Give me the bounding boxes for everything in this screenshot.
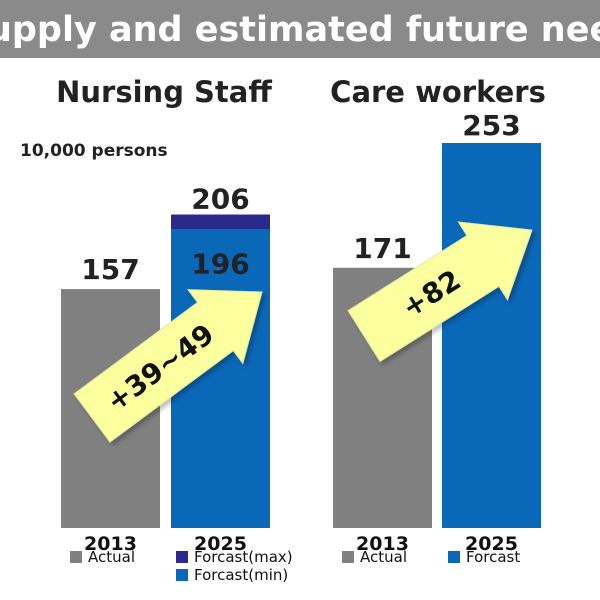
panel-title-care: Care workers (330, 75, 546, 109)
year-label-2013-p1: 2013 (356, 533, 409, 555)
legend-swatch-p1-1 (448, 551, 460, 563)
value-label-forecast-min-p0: 196 (191, 248, 249, 281)
legend-swatch-p0-1 (176, 551, 188, 563)
unit-label: 10,000 persons (20, 141, 168, 161)
chart-title: Supply and estimated future need (0, 10, 600, 50)
legend-swatch-p1-0 (342, 551, 354, 563)
legend-label-p0-1: Forcast(max) (194, 548, 293, 566)
legend-label-p0-0: Actual (88, 548, 135, 566)
value-label-forecast-p1: 253 (462, 109, 520, 142)
value-label-actual-p1: 171 (353, 232, 411, 265)
legend-label-p0-2: Forcast(min) (194, 566, 288, 584)
title-banner (0, 0, 600, 58)
value-label-actual-p0: 157 (81, 253, 139, 286)
legend-label-p1-1: Forcast (466, 548, 520, 566)
bar-forecast-max-p0 (171, 214, 270, 230)
change-arrow-care (347, 221, 533, 363)
legend-swatch-p0-2 (176, 569, 188, 581)
year-label-2013-p0: 2013 (84, 533, 137, 555)
year-label-2025-p1: 2025 (465, 533, 518, 555)
bar-forecast-p1 (442, 143, 541, 528)
change-arrow-nursing (73, 289, 263, 443)
legend-swatch-p0-0 (70, 551, 82, 563)
panel-title-nursing: Nursing Staff (56, 75, 272, 109)
legend-label-p1-0: Actual (360, 548, 407, 566)
value-label-forecast-max-p0: 206 (191, 183, 249, 216)
year-label-2025-p0: 2025 (194, 533, 247, 555)
